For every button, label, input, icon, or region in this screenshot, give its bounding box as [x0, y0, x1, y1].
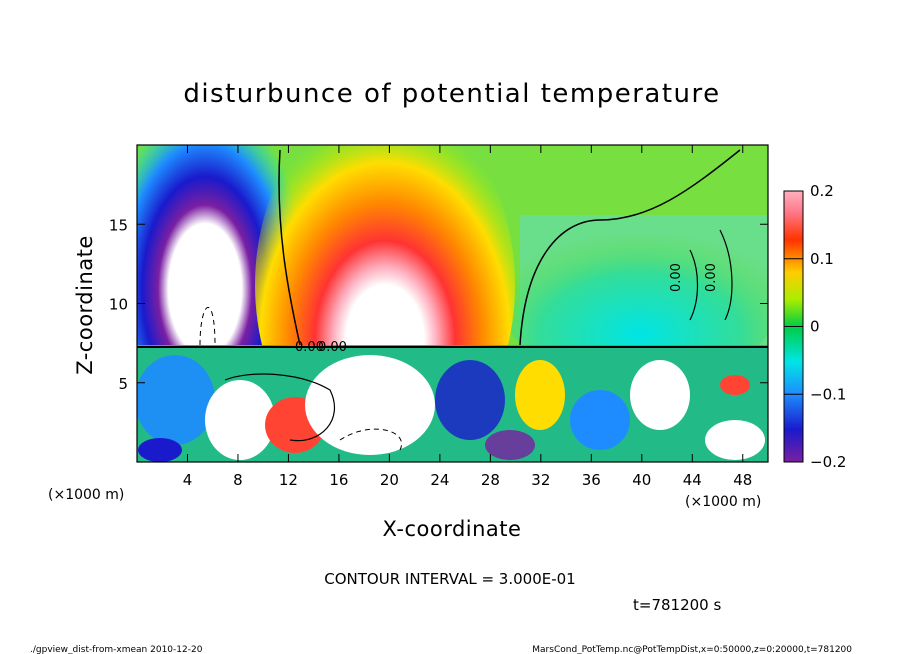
plot-area — [137, 145, 768, 462]
contour-label-1: 0.00 — [295, 340, 324, 355]
lower-blob-1 — [137, 355, 215, 445]
contour-7 — [719, 229, 733, 321]
x-tick-label: 4 — [183, 471, 193, 489]
contour-3 — [199, 306, 216, 346]
y-tick-label: 10 — [109, 296, 128, 314]
y-unit-label: (×1000 m) — [48, 487, 124, 503]
y-tick-label: 5 — [118, 375, 128, 393]
x-axis-title: X-coordinate — [383, 517, 522, 541]
lower-blob-2 — [205, 380, 275, 460]
x-axis: 4 8 12 16 20 24 28 32 36 40 44 48 — [183, 145, 752, 489]
colorbar-tick-label: 0.1 — [810, 250, 834, 268]
lower-blob-4 — [305, 355, 435, 455]
x-tick-label: 32 — [531, 471, 550, 489]
x-tick-label: 44 — [683, 471, 702, 489]
cool-region — [500, 215, 768, 385]
x-tick-label: 48 — [733, 471, 752, 489]
lower-blob-5 — [435, 360, 505, 440]
colorbar: 0.2 0.1 0 −0.1 −0.2 — [783, 182, 846, 471]
x-tick-label: 28 — [481, 471, 500, 489]
y-tick-label: 15 — [109, 216, 128, 234]
x-tick-label: 16 — [329, 471, 348, 489]
footer-left: ./gpview_dist-from-xmean 2010-12-20 — [30, 645, 203, 654]
colorbar-tick-label: 0 — [810, 318, 820, 336]
chart-title: disturbunce of potential temperature — [183, 79, 720, 109]
x-tick-label: 8 — [233, 471, 243, 489]
colorbar-tick-label: −0.2 — [810, 453, 846, 471]
contour-interval-text: CONTOUR INTERVAL = 3.000E-01 — [324, 570, 575, 588]
lower-blob-10 — [720, 375, 750, 395]
contour-label-2: 0.00 — [318, 340, 347, 355]
contour-label-4: 0.00 — [704, 263, 719, 292]
contour-4 — [224, 373, 336, 442]
x-tick-label: 12 — [279, 471, 298, 489]
colorbar-tick-label: −0.1 — [810, 385, 846, 403]
time-text: t=781200 s — [633, 596, 721, 614]
contour-6 — [689, 249, 699, 321]
x-tick-label: 36 — [582, 471, 601, 489]
lower-blob-11 — [485, 430, 535, 460]
lower-blob-12 — [138, 438, 182, 462]
y-axis-title: Z-coordinate — [73, 235, 97, 375]
lower-blob-9 — [705, 420, 765, 460]
contour-2 — [519, 149, 741, 346]
lower-blob-7 — [570, 390, 630, 450]
colorbar-tick-label: 0.2 — [810, 182, 834, 200]
lower-blob-6 — [515, 360, 565, 430]
x-unit-label: (×1000 m) — [685, 494, 761, 510]
y-axis: 5 10 15 — [109, 216, 768, 393]
x-tick-label: 20 — [380, 471, 399, 489]
x-tick-label: 24 — [430, 471, 449, 489]
x-tick-label: 40 — [632, 471, 651, 489]
footer-right: MarsCond_PotTemp.nc@PotTempDist,x=0:5000… — [532, 645, 852, 654]
lower-blob-8 — [630, 360, 690, 430]
contour-1 — [278, 149, 301, 346]
contour-5 — [339, 428, 403, 451]
contour-label-3: 0.00 — [669, 263, 684, 292]
